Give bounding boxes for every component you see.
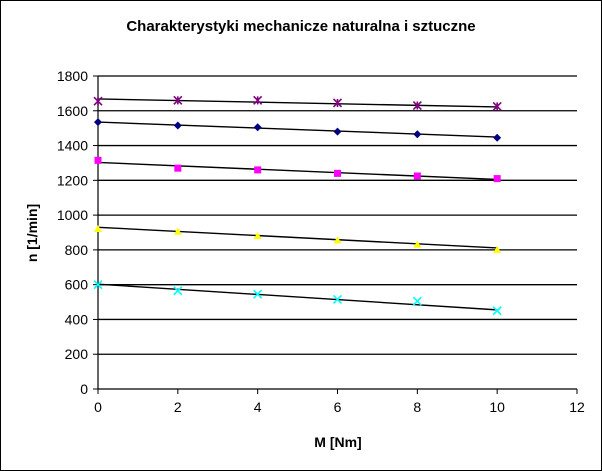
data-point <box>412 100 422 111</box>
trendline-1 <box>97 98 498 108</box>
y-tick-label: 1400 <box>57 138 88 154</box>
data-point <box>254 166 262 174</box>
x-tick-label: 2 <box>174 399 182 415</box>
y-tick-label: 400 <box>65 311 89 327</box>
trendline-3 <box>97 161 498 181</box>
y-tick-label: 1200 <box>57 172 88 188</box>
x-tick-label: 12 <box>569 399 585 415</box>
trendline-4 <box>97 226 498 249</box>
data-point <box>174 164 182 172</box>
trendlines <box>97 98 498 311</box>
data-point <box>492 101 502 111</box>
data-point <box>173 286 183 296</box>
x-tick-label: 4 <box>254 399 262 415</box>
y-tick-label: 1600 <box>57 103 88 119</box>
trendline-5 <box>97 283 498 311</box>
data-point <box>253 95 263 105</box>
x-tick-label: 8 <box>413 399 421 415</box>
data-point <box>413 172 421 180</box>
data-point <box>333 236 342 244</box>
y-tick-label: 600 <box>65 277 89 293</box>
data-point <box>94 156 102 164</box>
data-point <box>492 306 502 316</box>
data-point <box>253 123 262 132</box>
axes <box>93 75 578 394</box>
data-point <box>93 280 103 290</box>
data-point <box>412 296 422 306</box>
y-axis-title: n [1/min] <box>24 204 40 262</box>
y-tick-label: 200 <box>65 346 89 362</box>
data-point <box>173 227 182 235</box>
y-tick-label: 0 <box>80 381 88 397</box>
data-point <box>493 175 501 183</box>
data-point <box>332 294 343 305</box>
x-axis-title: M [Nm] <box>314 434 361 450</box>
data-point <box>94 118 102 127</box>
chart-title: Charakterystyki mechanicze naturalna i s… <box>126 18 475 35</box>
data-point <box>334 169 341 177</box>
data-point <box>493 133 502 142</box>
data-point <box>413 240 422 248</box>
data-point <box>333 127 342 136</box>
trendline-2 <box>97 121 498 138</box>
data-point <box>173 121 182 130</box>
tick-labels: 0 200 400 600 800 1000 1200 1400 1600 1800 0 2 4 6 8 10… <box>57 68 585 415</box>
x-tick-label: 0 <box>94 399 102 415</box>
data-point <box>413 130 422 139</box>
y-tick-label: 1000 <box>57 207 88 223</box>
y-tick-label: 800 <box>65 242 89 258</box>
data-point <box>173 95 183 105</box>
data-point <box>94 225 102 233</box>
gridlines <box>98 75 577 355</box>
y-tick-label: 1800 <box>57 68 88 84</box>
data-point <box>332 98 343 108</box>
data-point <box>93 96 103 106</box>
x-tick-label: 10 <box>489 399 505 415</box>
x-tick-label: 6 <box>334 399 342 415</box>
data-point <box>253 231 262 239</box>
data-point <box>493 245 502 253</box>
data-markers <box>93 95 502 316</box>
data-point <box>253 289 263 299</box>
